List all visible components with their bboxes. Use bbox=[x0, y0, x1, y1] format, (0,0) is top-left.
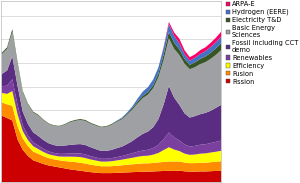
Legend: ARPA-E, Hydrogen (EERE), Electricity T&D, Basic Energy
Sciences, Fossil includin: ARPA-E, Hydrogen (EERE), Electricity T&D… bbox=[226, 1, 298, 85]
